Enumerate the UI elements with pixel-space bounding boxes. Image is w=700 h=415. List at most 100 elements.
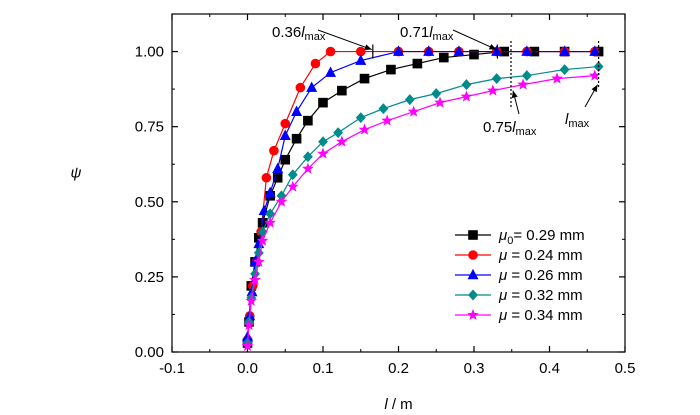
annotation-a036: 0.36lmax [272, 24, 326, 43]
data-point [318, 97, 328, 108]
legend-symbol: μ [498, 307, 507, 324]
data-point [280, 154, 291, 165]
legend-symbol: μ [498, 287, 507, 304]
y-tick-label: 0.50 [135, 194, 164, 211]
annotation-amax: lmax [565, 111, 590, 130]
data-point [358, 123, 371, 135]
annotation-arrow [452, 29, 497, 51]
legend-item-3: μ = 0.32 mm [455, 287, 583, 304]
data-point [355, 54, 367, 65]
data-point [378, 103, 389, 115]
data-point [460, 90, 473, 102]
data-point [317, 147, 329, 159]
data-point [468, 230, 478, 240]
annotation-var: l [301, 24, 305, 41]
x-axis-label-var: l [384, 396, 388, 413]
data-point [517, 78, 529, 90]
axes: -0.1 0.0 0.1 0.2 0.3 0.4 0.5 0.00 0.25 0.50 0.75 1.… [71, 13, 636, 413]
data-point [393, 45, 404, 56]
annotation-var: l [512, 119, 516, 136]
legend-symbol: μ [498, 247, 507, 264]
legend-text: = 0.26 mm [507, 267, 582, 284]
x-tick-label: 0.5 [615, 360, 636, 377]
legend-label: μ = 0.24 mm [498, 247, 583, 264]
data-point [286, 180, 299, 192]
data-point [423, 45, 435, 56]
data-point [310, 58, 321, 69]
x-tick-label: 0.3 [464, 360, 485, 377]
data-point [559, 45, 571, 56]
annotation-sub: max [433, 31, 454, 43]
data-point [589, 45, 601, 56]
data-point [325, 46, 336, 57]
data-point [264, 186, 276, 198]
data-point [252, 255, 265, 267]
data-point [302, 151, 313, 163]
data-point [280, 118, 291, 129]
annotation-sub: max [305, 31, 326, 43]
data-point [407, 105, 420, 117]
legend-symbol: μ [498, 227, 507, 244]
series-layer [241, 45, 604, 351]
annotation-coef: 0.75 [483, 119, 512, 136]
data-point [291, 105, 303, 116]
data-point [559, 64, 570, 76]
data-point [337, 85, 347, 96]
data-point [453, 45, 465, 56]
y-axis-label: ψ [71, 165, 82, 182]
data-point [269, 145, 279, 156]
data-point [249, 273, 261, 285]
data-point [287, 169, 298, 181]
data-point [491, 73, 502, 85]
annotation-a075: 0.75lmax [483, 119, 537, 138]
data-point [241, 339, 254, 351]
data-point [272, 162, 284, 174]
annotation-arrowhead [511, 90, 518, 99]
legend-item-4: μ = 0.34 mm [455, 307, 583, 324]
annotation-sub: max [516, 126, 537, 138]
data-point [243, 318, 255, 330]
data-point [467, 308, 479, 320]
legend-label: μ = 0.32 mm [498, 287, 583, 304]
y-tick-label: 0.00 [135, 344, 164, 361]
legend-item-2: μ = 0.26 mm [455, 267, 583, 284]
data-point [318, 136, 328, 148]
data-point [291, 133, 302, 144]
annotation-arrowhead [488, 43, 497, 50]
series-3 [242, 61, 604, 349]
data-point [551, 72, 563, 84]
data-point [467, 268, 479, 280]
data-point [469, 49, 479, 60]
legend-text: = 0.29 mm [513, 227, 584, 244]
data-point [275, 195, 288, 207]
legend-item-0: μ0= 0.29 mm [455, 227, 585, 247]
annotation-arrowhead [364, 44, 372, 50]
data-point [438, 52, 449, 63]
data-point [521, 70, 532, 82]
annotation-coef: 0.71 [400, 24, 429, 41]
data-point [264, 216, 277, 228]
data-point [521, 45, 533, 56]
data-point [431, 88, 442, 100]
x-axis-label-unit: m [400, 396, 413, 413]
annotation-arrow [317, 29, 373, 51]
legend: μ0= 0.29 mmμ = 0.24 mmμ = 0.26 mmμ = 0.3… [455, 227, 585, 324]
data-point [491, 45, 503, 56]
data-point [261, 172, 272, 183]
data-point [302, 162, 314, 174]
y-tick-label: 0.25 [135, 269, 164, 286]
annotation-sub: max [568, 118, 589, 130]
data-point [333, 127, 344, 139]
annotation-var: l [565, 111, 569, 128]
y-tick-label: 0.75 [135, 119, 164, 136]
legend-text: = 0.34 mm [507, 307, 582, 324]
legend-text: = 0.32 mm [507, 287, 582, 304]
data-point [468, 250, 478, 260]
y-tick-label: 1.00 [135, 44, 164, 61]
data-point [381, 114, 394, 126]
data-point [256, 234, 269, 246]
x-axis-label: l / m [384, 396, 412, 413]
data-point [461, 79, 472, 91]
